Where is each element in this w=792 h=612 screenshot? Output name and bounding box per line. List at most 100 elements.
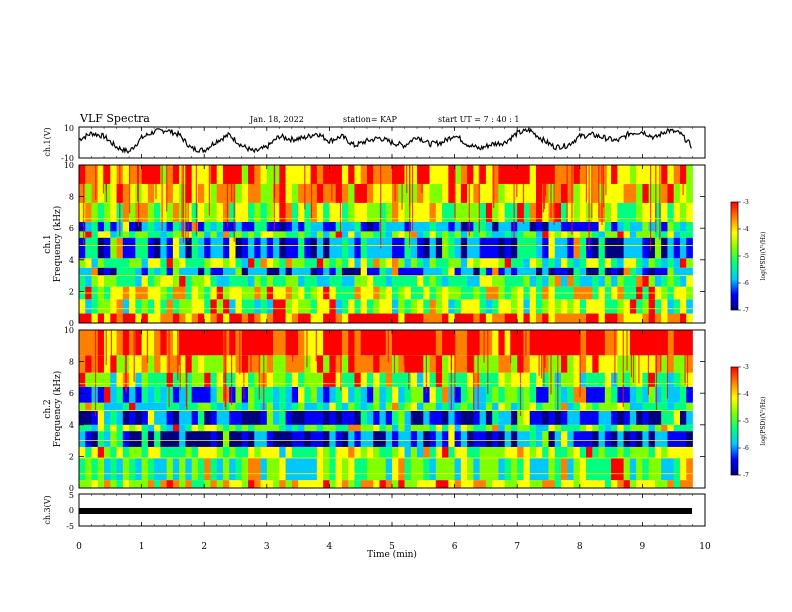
spectrogram-cell [561,231,568,238]
spectrogram-cell [535,424,543,432]
spectrogram-cell [191,299,199,314]
spectrogram-cell [122,237,130,259]
spectrogram-cell [354,299,362,314]
spectrogram-cell [172,410,180,425]
spectrogram-cell [510,237,518,259]
spectrogram-cell [686,410,693,425]
spectrogram-streak [605,165,607,196]
spectrogram-cell [404,231,412,238]
spectrogram-cell [586,299,593,314]
spectrogram-cell [304,480,312,488]
spectrogram-cell [316,165,324,184]
spectrogram-streak [544,330,546,368]
spectrogram-cell [460,275,468,287]
spectrogram-cell [273,258,280,268]
spectrogram-cell [329,480,337,488]
spectrogram-cell [492,258,499,268]
spectrogram-cell [592,424,599,432]
spectrogram-cell [235,275,243,287]
spectrogram-cell [222,221,230,232]
spectrogram-cell [191,313,199,323]
spectrogram-cell [279,221,286,232]
spectrogram-cell [348,183,355,203]
spectrogram-cell [204,221,211,232]
spectrogram-cell [354,202,362,222]
spectrogram-cell [629,402,637,411]
spectrogram-cell [373,299,380,314]
spectrogram-cell [586,410,593,425]
spectrogram-cell [122,457,130,481]
spectrogram-cell [79,165,86,184]
spectrogram-cell [329,221,337,232]
spectrogram-streak [540,330,543,379]
spectrogram-cell [504,258,512,268]
spectrogram-cell [235,221,243,232]
spectrogram-cell [279,237,286,259]
spectrogram-cell [285,237,293,259]
spectrogram-cell [316,183,324,203]
spectrogram-cell [542,386,549,403]
spectrogram-cell [561,258,568,268]
spectrogram-cell [548,355,556,373]
spectrogram-cell [116,330,124,356]
spectrogram-cell [135,299,142,314]
spectrogram-cell [673,275,681,287]
spectrogram-cell [661,372,668,387]
spectrogram-cell [454,431,462,447]
spectrogram-cell [229,258,236,268]
spectrogram-cell [542,446,549,458]
spectrogram-cell [135,424,142,432]
spectrogram-cell [354,221,362,232]
spectrogram-cell [517,410,524,425]
spectrogram-cell [648,221,656,232]
spectrogram-cell [273,275,280,287]
spectrogram-cell [166,202,174,222]
spectrogram-cell [204,267,211,276]
spectrogram-cell [216,221,224,232]
spectrogram-cell [554,299,562,314]
spectrogram-cell [573,330,581,356]
spectrogram-cell [392,410,399,425]
spectrogram-cell [285,231,293,238]
spectrogram-cell [642,480,650,488]
spectrogram-cell [348,330,355,356]
spectrogram-cell [673,372,681,387]
spectrogram-cell [679,424,687,432]
spectrogram-cell [492,372,499,387]
spectrogram-cell [360,202,368,222]
spectrogram-cell [611,313,618,323]
spectrogram-cell [110,221,117,232]
spectrogram-cell [404,457,412,481]
spectrogram-streak [231,165,233,202]
spectrogram-cell [636,202,643,222]
spectrogram-cell [185,355,193,373]
spectrogram-cell [604,410,612,425]
spectrogram-cell [454,275,462,287]
spectrogram-cell [648,446,656,458]
spectrogram-cell [573,237,581,259]
spectrogram-cell [485,457,493,481]
spectrogram-cell [404,480,412,488]
spectrogram-cell [467,221,474,232]
spectrogram-cell [116,480,124,488]
spectrogram-cell [185,237,193,259]
spectrogram-cell [604,446,612,458]
spectrogram-cell [147,480,155,488]
spectrogram-cell [329,330,337,356]
spectrogram-cell [254,165,261,184]
spectrogram-cell [335,446,343,458]
spectrogram-cell [204,386,211,403]
spectrogram-cell [310,424,318,432]
spectrogram-cell [542,267,549,276]
spectrogram-cell [654,299,662,314]
spectrogram-cell [273,165,280,184]
spectrogram-cell [617,386,625,403]
spectrogram-cell [147,221,155,232]
spectrogram-cell [642,258,650,268]
spectrogram-cell [454,221,462,232]
spectrogram-cell [204,183,211,203]
spectrogram-cell [617,183,625,203]
spectrogram-cell [404,258,412,268]
spectrogram-streak [387,330,389,363]
